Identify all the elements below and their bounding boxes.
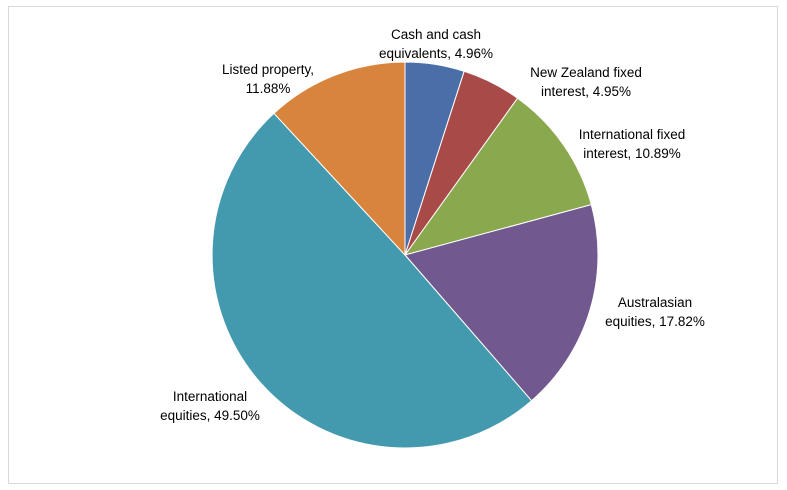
data-label-international-fixed-interest: International fixed interest, 10.89%	[579, 127, 686, 161]
data-label-international-equities: International equities, 49.50%	[160, 389, 260, 423]
pie-slice-international-fixed-interest	[403, 97, 592, 256]
data-label-cash-and-cash-equivalents: Cash and cash equivalents, 4.96%	[379, 27, 493, 61]
data-label-listed-property: Listed property, 11.88%	[222, 62, 314, 96]
data-label-new-zealand-fixed-interest: New Zealand fixed interest, 4.95%	[530, 65, 642, 99]
pie-slice-listed-property	[273, 61, 406, 257]
data-label-australasian-equities: Australasian equities, 17.82%	[605, 295, 705, 329]
pie-slice-australasian-equities	[404, 204, 599, 402]
pie-slice-international-equities	[211, 112, 533, 449]
